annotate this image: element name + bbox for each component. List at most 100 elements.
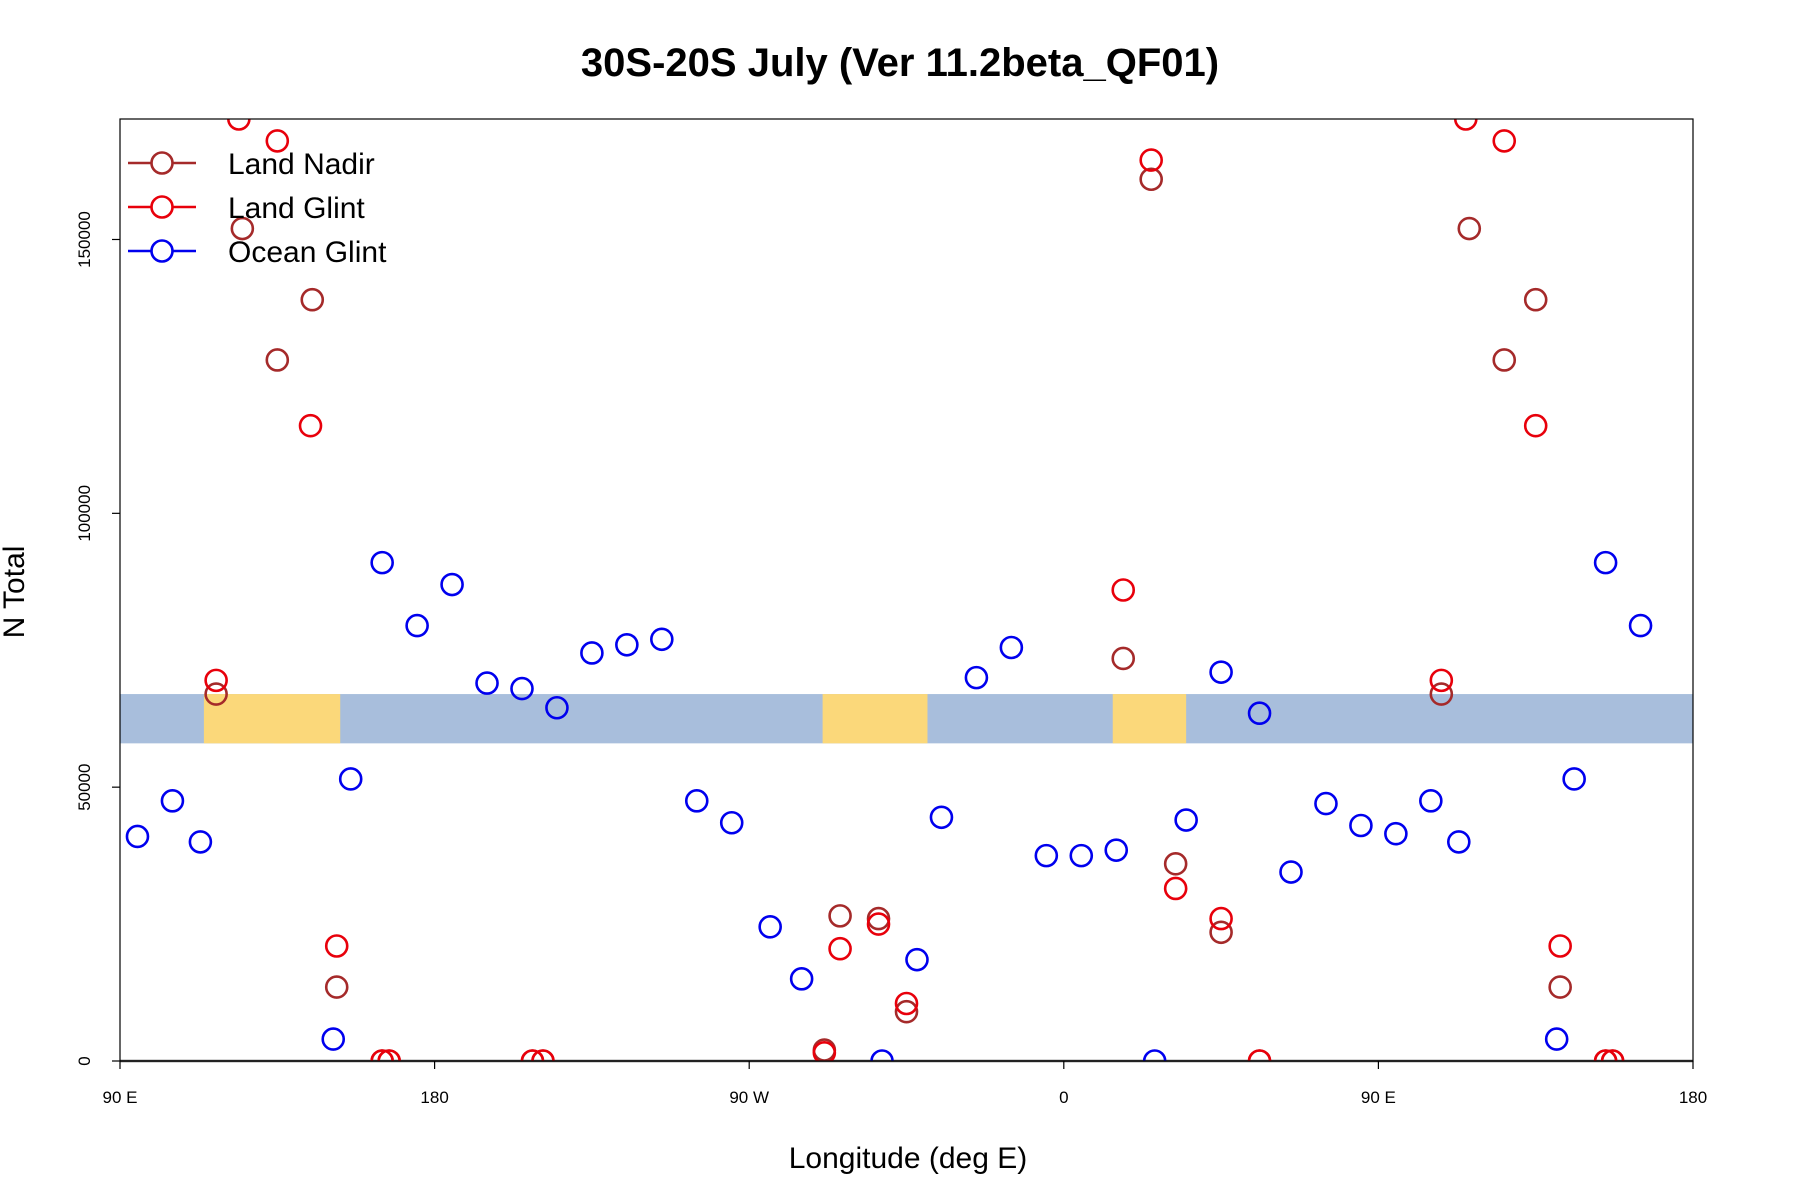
point-2-36	[1544, 1027, 1569, 1051]
point-1-12	[894, 991, 919, 1016]
point-0-21	[1523, 287, 1548, 312]
point-1-22	[1548, 934, 1572, 958]
point-0-14	[1139, 167, 1163, 192]
x-tick-label-4: 90 E	[1361, 1088, 1396, 1107]
legend-marker-0	[150, 151, 174, 175]
x-tick-label-5: 180	[1679, 1088, 1707, 1107]
data-points	[125, 119, 1653, 1061]
point-2-5	[370, 550, 394, 575]
point-0-10	[828, 904, 852, 928]
point-1-13	[1111, 578, 1136, 602]
point-2-34	[1419, 789, 1443, 813]
point-2-25	[1104, 838, 1129, 862]
x-axis-label: Longitude (deg E)	[789, 1142, 1028, 1175]
point-2-8	[475, 671, 499, 695]
legend-label-1: Land Glint	[228, 192, 365, 225]
point-1-8	[531, 1049, 555, 1061]
y-axis-label: N Total	[0, 546, 31, 639]
point-1-11	[866, 912, 891, 936]
point-2-30	[1279, 860, 1303, 884]
legend-marker-2	[150, 239, 174, 263]
point-2-37	[1562, 767, 1586, 791]
point-2-21	[964, 665, 989, 690]
point-0-20	[1492, 348, 1517, 372]
y-tick-label-2: 100000	[75, 485, 94, 542]
point-0-0	[204, 682, 228, 706]
point-2-3	[321, 1027, 346, 1051]
legend-marker-1	[150, 195, 174, 219]
point-1-10	[828, 936, 852, 961]
point-0-22	[1548, 975, 1572, 999]
point-2-27	[1174, 808, 1198, 832]
point-2-23	[1034, 843, 1059, 868]
y-tick-label-0: 0	[75, 1056, 94, 1065]
x-tick-label-0: 90 E	[103, 1088, 138, 1107]
point-1-2	[265, 129, 290, 153]
point-2-39	[1628, 613, 1653, 638]
legend-label-2: Ocean Glint	[228, 236, 387, 269]
map-land-2	[1112, 694, 1187, 744]
point-2-33	[1384, 821, 1408, 846]
point-2-19	[905, 947, 929, 972]
point-0-11	[866, 906, 891, 931]
map-land-3	[273, 694, 292, 744]
point-2-29	[1247, 701, 1272, 726]
map-strip	[120, 694, 1693, 744]
point-1-18	[1429, 668, 1454, 693]
point-0-16	[1209, 920, 1233, 945]
point-0-4	[324, 975, 349, 999]
point-0-18	[1429, 682, 1454, 706]
point-2-2	[188, 830, 213, 854]
point-2-38	[1593, 550, 1618, 575]
point-2-4	[338, 767, 363, 791]
point-2-35	[1446, 830, 1471, 854]
point-2-28	[1209, 660, 1233, 684]
point-0-3	[300, 287, 325, 312]
y-tick-label-1: 50000	[75, 764, 94, 811]
chart-title: 30S-20S July (Ver 11.2beta_QF01)	[581, 41, 1219, 85]
point-2-9	[510, 676, 534, 701]
point-2-15	[719, 810, 744, 835]
point-2-18	[870, 1049, 894, 1061]
point-1-7	[520, 1049, 545, 1061]
series-ocean-glint	[125, 550, 1653, 1061]
map-land-0	[203, 694, 341, 744]
point-1-14	[1139, 148, 1163, 172]
point-2-1	[160, 789, 185, 813]
point-1-24	[1600, 1049, 1625, 1061]
point-1-21	[1523, 413, 1548, 438]
point-1-20	[1492, 129, 1517, 153]
point-0-12	[894, 999, 919, 1024]
point-0-15	[1163, 852, 1188, 876]
point-2-11	[580, 641, 604, 665]
point-1-9	[812, 1040, 837, 1061]
point-0-2	[265, 348, 290, 372]
series-land-glint	[204, 119, 1625, 1061]
point-1-3	[298, 413, 323, 438]
point-2-14	[684, 789, 709, 813]
series-land-nadir	[204, 167, 1625, 1061]
point-2-31	[1314, 791, 1338, 816]
point-2-12	[615, 632, 639, 657]
point-0-13	[1111, 646, 1136, 671]
point-1-19	[1453, 119, 1478, 131]
point-2-17	[789, 967, 814, 991]
point-2-7	[440, 572, 464, 597]
legend: Land Nadir Land Glint Ocean Glint	[128, 148, 387, 269]
point-1-5	[370, 1049, 394, 1061]
point-0-1	[230, 216, 255, 241]
point-2-32	[1349, 813, 1373, 838]
plot-frame	[119, 118, 1694, 1062]
point-1-23	[1593, 1049, 1618, 1061]
point-1-15	[1163, 876, 1188, 901]
legend-label-0: Land Nadir	[228, 148, 375, 181]
x-axis-ticks: 90 E 180 90 W 0 90 E 180	[103, 1061, 1707, 1107]
point-2-6	[405, 613, 429, 638]
point-1-0	[204, 668, 228, 693]
point-1-16	[1209, 906, 1233, 931]
map-land-1	[822, 694, 928, 744]
y-tick-label-3: 150000	[75, 211, 94, 268]
point-1-4	[324, 934, 349, 958]
point-2-24	[1069, 843, 1094, 868]
